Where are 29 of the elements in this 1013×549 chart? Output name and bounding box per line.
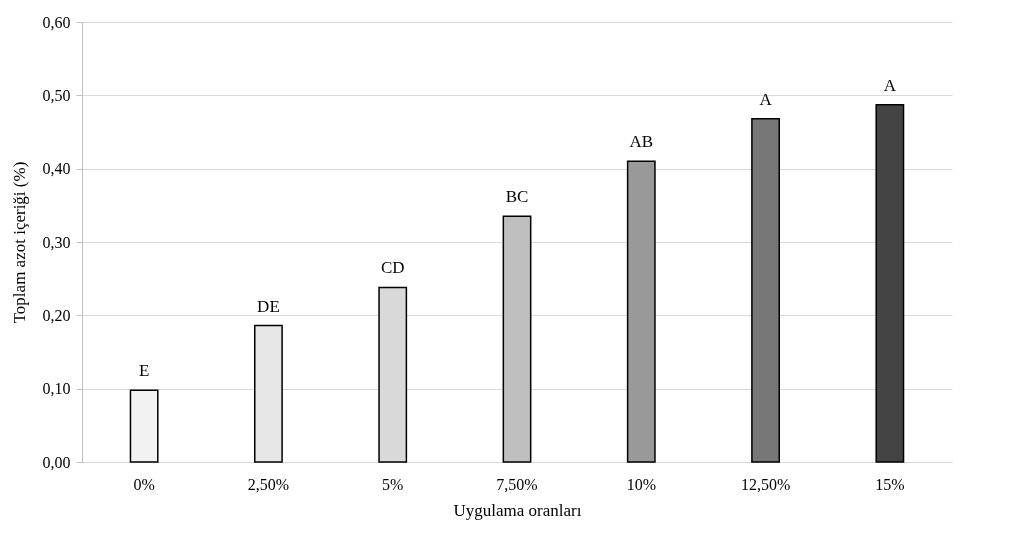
annotation: A	[883, 75, 897, 95]
x-tick-label: 15%	[875, 475, 905, 493]
y-tick-label: 0,40	[42, 160, 71, 178]
annotation: DE	[257, 296, 280, 316]
y-axis-title: Toplam azot içeriği (%)	[9, 161, 29, 324]
bar	[129, 389, 159, 463]
x-axis-title: Uygulama oranları	[453, 500, 582, 520]
x-tick-label: 2,50%	[247, 475, 290, 493]
x-tick-label: 12,50%	[740, 475, 791, 493]
bar	[254, 324, 283, 463]
y-tick-label: 0,20	[42, 306, 71, 324]
y-tick-label: 0,60	[42, 13, 71, 31]
x-tick-label: 7,50%	[496, 475, 538, 493]
y-tick-label: 0,30	[42, 233, 71, 251]
annotation: CD	[380, 258, 405, 278]
bar	[502, 215, 532, 463]
bar	[626, 160, 656, 463]
bar	[751, 118, 780, 463]
x-tick-label: 5%	[382, 475, 404, 493]
bar	[875, 104, 905, 463]
annotation: BC	[505, 187, 529, 207]
annotation: A	[759, 89, 773, 109]
x-tick-label: 10%	[626, 475, 656, 493]
annotation: E	[138, 361, 150, 381]
annotation: AB	[629, 132, 654, 152]
y-tick-label: 0,50	[42, 86, 71, 104]
x-tick-label: 0%	[133, 475, 155, 493]
y-tick-label: 0,00	[42, 453, 71, 471]
y-tick-label: 0,10	[42, 380, 71, 398]
